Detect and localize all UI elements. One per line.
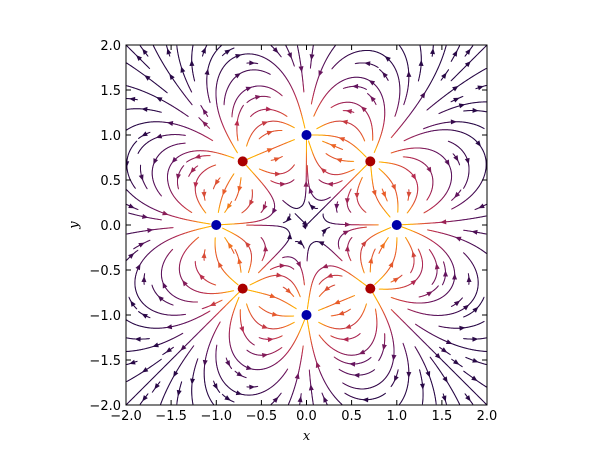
streamline-segment: [212, 403, 215, 405]
streamline-segment: [484, 67, 487, 70]
streamline-arrow: [190, 378, 196, 385]
streamline-segment: [484, 402, 487, 405]
streamline-segment: [318, 321, 321, 324]
streamline-arrow: [245, 365, 253, 370]
streamline-arrow: [455, 236, 462, 242]
streamline-arrow: [444, 159, 450, 166]
streamline-arrow: [165, 324, 173, 330]
streamline-arrow: [244, 241, 251, 248]
streamline-arrow: [269, 293, 277, 298]
streamline-arrow: [420, 91, 426, 99]
streamline-segment: [406, 211, 409, 214]
streamline-arrow: [410, 173, 417, 180]
streamline-segment: [204, 211, 207, 214]
streamline-arrow: [338, 137, 346, 142]
streamline-arrow: [135, 263, 141, 271]
streamline-arrow: [180, 344, 187, 351]
streamline-segment: [197, 236, 200, 239]
streamline-arrow: [266, 148, 274, 153]
streamline-arrow: [276, 272, 283, 278]
streamline-arrow: [182, 280, 188, 287]
streamline-segment: [331, 67, 334, 70]
streamline-arrow: [193, 182, 199, 189]
streamline-arrow: [245, 86, 253, 92]
streamline-arrow: [235, 53, 242, 59]
streamline-arrow: [162, 210, 169, 216]
streamline-arrow: [452, 273, 458, 280]
streamline-arrow: [202, 359, 208, 367]
streamline-arrow: [434, 353, 441, 360]
streamline-arrow: [166, 121, 174, 126]
streamline-arrow: [303, 180, 309, 187]
streamline-segment: [423, 211, 426, 214]
streamline-segment: [316, 127, 319, 130]
streamline-arrow: [371, 189, 377, 197]
streamline-arrow: [341, 119, 348, 125]
streamline-segment: [342, 382, 345, 384]
streamline-arrow: [169, 73, 175, 80]
streamline-segment: [190, 211, 193, 214]
streamline-arrow: [344, 324, 352, 329]
streamline-arrow: [445, 339, 453, 345]
streamline-arrow: [318, 70, 324, 77]
streamline-segment: [126, 403, 128, 405]
streamline-arrow: [209, 301, 217, 306]
streamline-segment: [388, 215, 391, 218]
streamline-arrow: [388, 261, 394, 268]
streamline-arrow: [321, 263, 329, 269]
streamline-arrow: [360, 240, 367, 247]
streamline-segment: [280, 94, 283, 97]
streamline-arrow: [406, 371, 412, 378]
streamline-segment: [398, 403, 401, 405]
streamline-segment: [280, 346, 283, 349]
streamline-arrow: [261, 352, 269, 358]
streamlines-layer: [126, 45, 487, 405]
streamline-segment: [294, 307, 297, 310]
streamline-arrow: [315, 361, 321, 368]
streamline-arrow: [271, 207, 278, 215]
streamline-arrow: [440, 219, 447, 225]
streamline-arrow: [173, 370, 179, 378]
streamline-arrow: [452, 85, 459, 92]
streamline-arrow: [391, 354, 397, 361]
